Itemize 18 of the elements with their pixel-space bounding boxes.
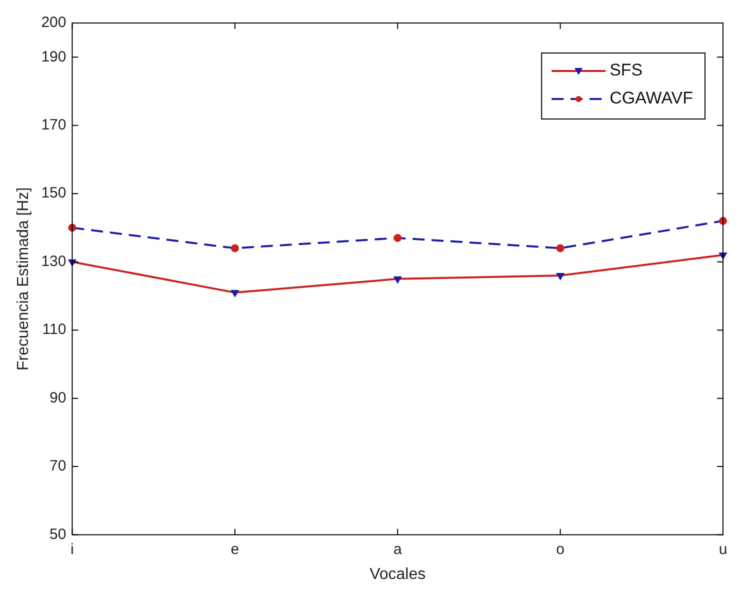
legend-label: CGAWAVF — [610, 88, 694, 108]
y-tick-label: 50 — [50, 526, 66, 543]
y-axis-title: Frecuencia Estimada [Hz] — [15, 187, 32, 370]
x-tick-label: i — [70, 540, 74, 558]
x-tick-label: a — [393, 540, 402, 558]
y-tick-label: 190 — [41, 48, 66, 66]
x-tick-label: o — [556, 540, 564, 558]
y-tick-label: 170 — [41, 116, 66, 134]
y-tick-label: 90 — [50, 389, 66, 406]
x-axis-title: Vocales — [370, 566, 426, 583]
x-tick-label: u — [718, 540, 728, 558]
x-tick-label: e — [230, 540, 240, 558]
y-tick-label: 200 — [41, 14, 66, 32]
legend-label: SFS — [610, 60, 643, 80]
y-tick-label: 150 — [41, 184, 66, 202]
y-tick-label: 110 — [42, 321, 66, 338]
y-tick-label: 70 — [50, 458, 66, 475]
y-tick-label: 130 — [41, 252, 66, 270]
